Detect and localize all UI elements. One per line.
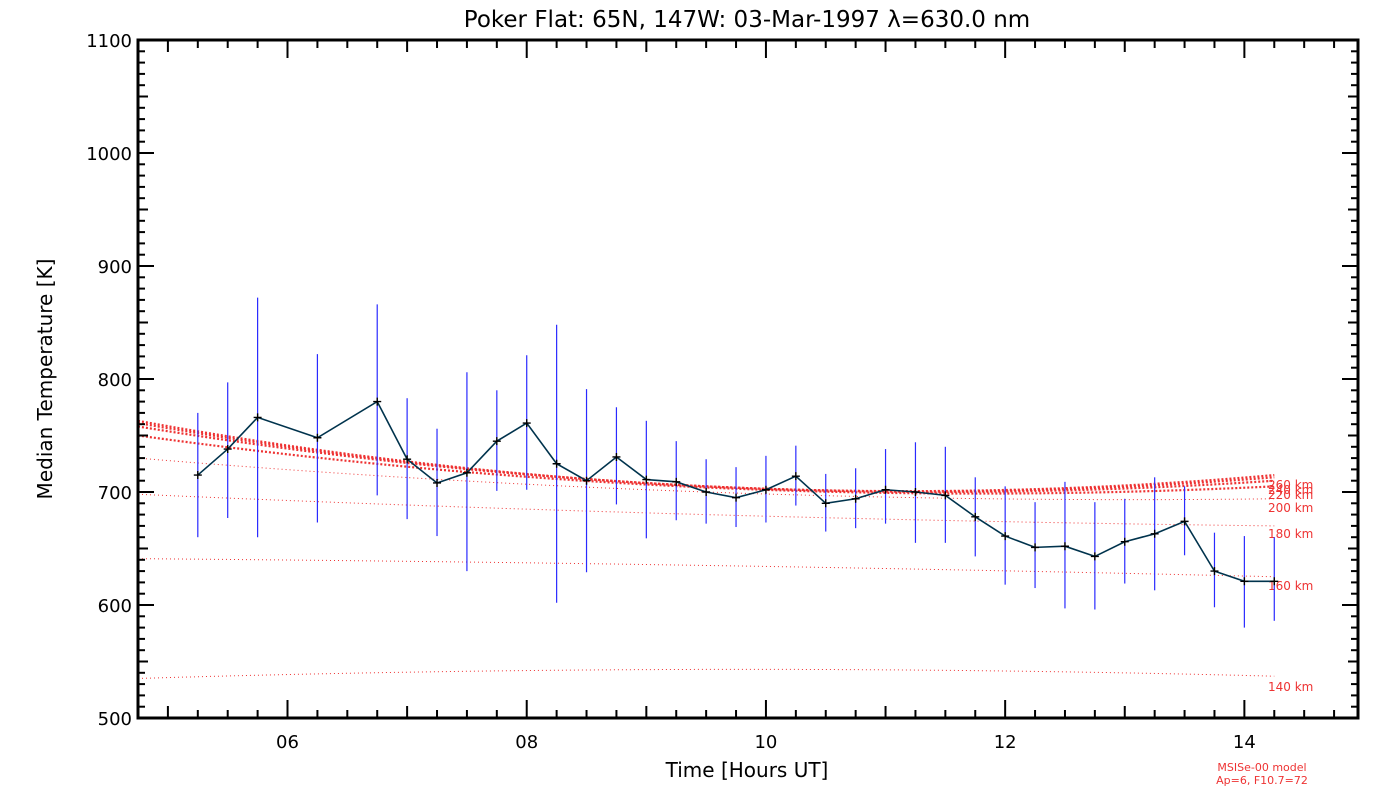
y-tick-label: 500 — [98, 709, 132, 730]
y-tick-label: 1100 — [86, 31, 132, 52]
data-point — [522, 419, 531, 428]
data-point — [1090, 552, 1099, 561]
chart-title: Poker Flat: 65N, 147W: 03-Mar-1997 λ=630… — [464, 7, 1030, 33]
data-point — [1270, 577, 1279, 586]
data-point — [1120, 537, 1129, 546]
data-point — [702, 488, 711, 496]
data-point — [791, 472, 800, 481]
x-tick-label: 10 — [754, 732, 777, 753]
data-point — [761, 485, 770, 494]
data-point — [672, 477, 681, 486]
data-point — [433, 478, 442, 487]
model-note-line2: Ap=6, F10.7=72 — [1216, 774, 1308, 787]
y-tick-label: 800 — [98, 370, 132, 391]
error-bars — [197, 297, 1275, 628]
model-label-240-km: 240 km — [1268, 483, 1313, 497]
x-tick-label: 06 — [276, 732, 299, 753]
data-point — [462, 468, 471, 477]
model-label-200-km: 200 km — [1268, 501, 1313, 515]
data-point — [911, 488, 920, 496]
y-tick-label: 1000 — [86, 144, 132, 165]
data-point — [971, 512, 980, 521]
model-line-160-km — [137, 558, 1275, 578]
data-point — [1001, 532, 1010, 541]
data-point — [582, 476, 591, 485]
data-point — [881, 485, 890, 494]
data-point — [552, 459, 561, 468]
model-label-160-km: 160 km — [1268, 579, 1313, 593]
data-point — [403, 455, 412, 464]
x-tick-label: 14 — [1233, 732, 1256, 753]
data-point — [1180, 517, 1189, 526]
data-point — [492, 437, 501, 446]
measured-series — [193, 397, 1279, 586]
data-point — [1240, 577, 1249, 586]
model-line-140-km — [137, 668, 1275, 679]
data-point — [941, 491, 950, 500]
data-point — [1210, 567, 1219, 576]
model-note-line1: MSISe-00 model — [1217, 761, 1306, 774]
y-tick-label: 600 — [98, 596, 132, 617]
data-point — [851, 494, 860, 503]
x-tick-label: 08 — [515, 732, 538, 753]
data-point — [612, 452, 621, 461]
model-label-180-km: 180 km — [1268, 527, 1313, 541]
axes: 500 600 700 800 900 1000 1100 06 08 10 12 14 — [86, 31, 1360, 753]
model-label-140-km: 140 km — [1268, 680, 1313, 694]
model-label-260-km: 260 km — [1268, 478, 1313, 492]
data-point — [1150, 529, 1159, 538]
model-label-220-km: 220 km — [1268, 488, 1313, 502]
plot-frame — [136, 38, 1360, 720]
data-point — [313, 433, 322, 442]
y-tick-label: 700 — [98, 483, 132, 504]
model-line-240-km — [137, 425, 1275, 494]
data-point — [193, 471, 202, 480]
data-point — [1060, 542, 1069, 551]
y-axis-label: Median Temperature [K] — [33, 259, 57, 500]
data-point — [732, 493, 741, 502]
data-point — [373, 397, 382, 406]
data-point — [1031, 543, 1040, 552]
data-point — [223, 445, 232, 454]
y-tick-label: 900 — [98, 257, 132, 278]
data-point — [253, 413, 262, 422]
model-line-220-km — [137, 434, 1275, 495]
data-point — [642, 475, 651, 484]
x-tick-label: 12 — [994, 732, 1017, 753]
x-axis-label: Time [Hours UT] — [665, 758, 829, 782]
data-point — [821, 499, 830, 508]
